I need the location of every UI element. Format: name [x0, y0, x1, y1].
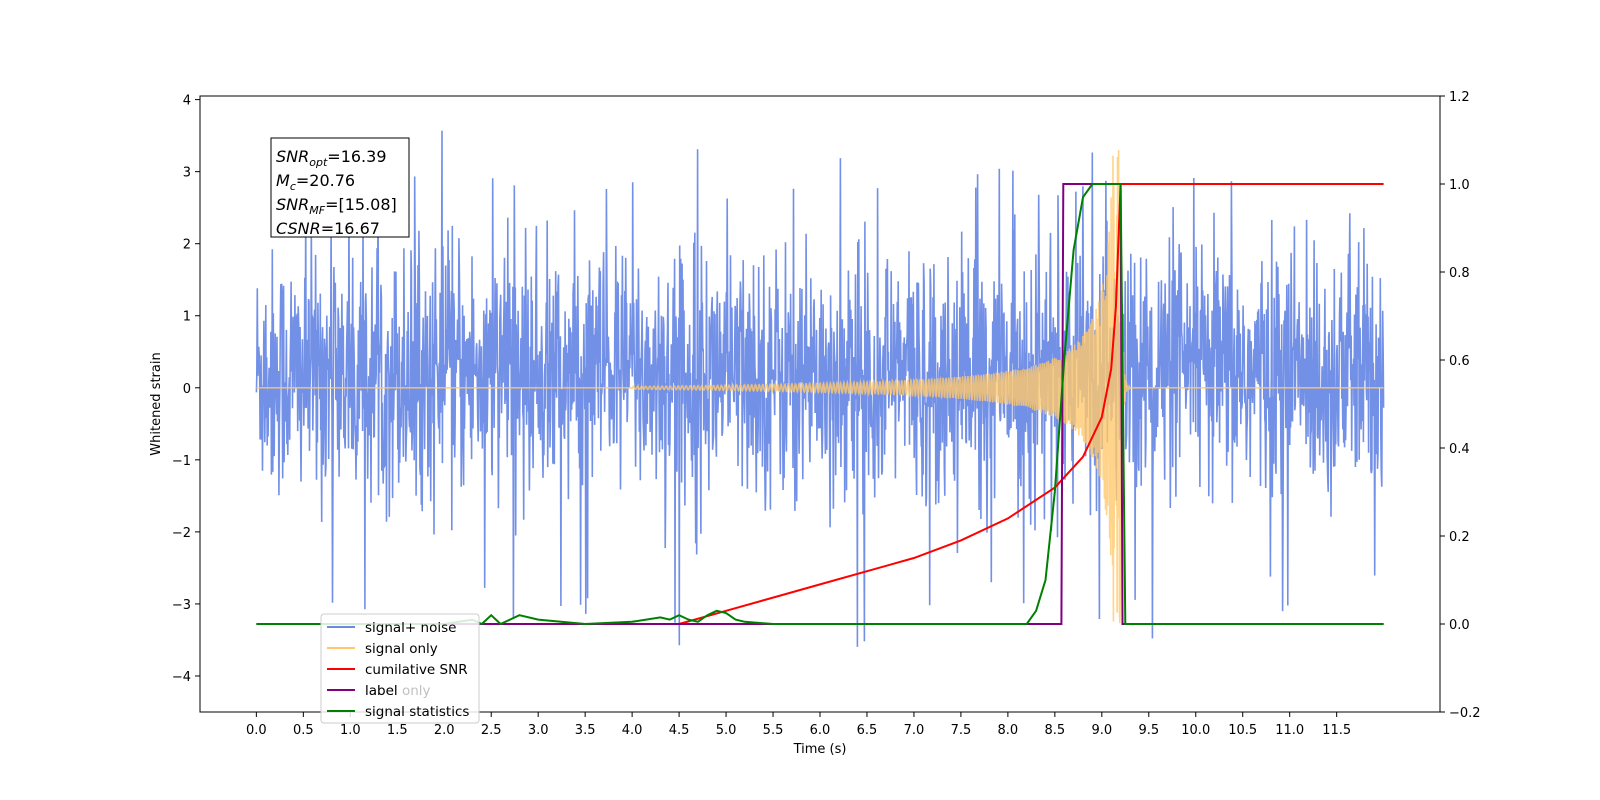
- legend-label: cumilative SNR: [365, 662, 468, 678]
- y-axis-label: Whitened strain: [149, 352, 164, 455]
- x-tick-label: 4.5: [669, 723, 690, 738]
- x-tick-label: 9.0: [1091, 723, 1112, 738]
- y-tick-label: 0: [183, 382, 191, 397]
- x-tick-label: 2.5: [481, 723, 502, 738]
- series-signal-only: [256, 150, 1384, 624]
- x-tick-label: 7.5: [951, 723, 972, 738]
- x-tick-label: 6.5: [857, 723, 878, 738]
- legend-label: signal+ noise: [365, 620, 456, 636]
- series-signal-only-line: [256, 150, 1384, 624]
- y-tick-label: 2: [183, 238, 191, 253]
- x-axis-label: Time (s): [793, 742, 847, 757]
- y2-tick-label: 0.0: [1449, 618, 1470, 633]
- series-lines: [256, 183, 1384, 626]
- annotation-frame: [270, 137, 410, 238]
- x-tick-label: 10.0: [1181, 723, 1210, 738]
- annotation-line: Mc=20.76: [276, 171, 355, 193]
- annotation-line: SNRopt=16.39: [276, 147, 387, 169]
- x-tick-label: 8.0: [998, 723, 1019, 738]
- x-tick-label: 4.0: [622, 723, 643, 738]
- x-tick-label: 0.0: [246, 723, 267, 738]
- y-tick-label: 4: [183, 94, 191, 109]
- y-tick-label: −4: [172, 670, 191, 685]
- y-tick-label: −1: [172, 454, 191, 469]
- legend-label: signal statistics: [365, 704, 469, 720]
- x-tick-label: 0.5: [293, 723, 314, 738]
- y-tick-label: 1: [183, 310, 191, 325]
- legend-label: label: [365, 683, 398, 699]
- y2-tick-label: 1.0: [1449, 178, 1470, 193]
- y-tick-label: −3: [172, 598, 191, 613]
- axes: 0.0 0.5 1.0 1.5 2.0 2.5 3.0 3.5 4.0 4.5 5.0 5.5 6.0 6…: [172, 90, 1481, 738]
- x-tick-label: 5.0: [716, 723, 737, 738]
- y2-tick-label: 0.8: [1449, 266, 1470, 281]
- x-tick-label: 2.0: [434, 723, 455, 738]
- x-tick-label: 1.0: [340, 723, 361, 738]
- x-tick-label: 3.0: [528, 723, 549, 738]
- legend-frame: [320, 613, 480, 724]
- y-tick-label: −2: [172, 526, 191, 541]
- x-tick-label: 11.0: [1275, 723, 1304, 738]
- series-signal-plus-noise: [255, 130, 1385, 647]
- legend-label: label only: [365, 683, 431, 699]
- x-tick-label: 9.5: [1138, 723, 1159, 738]
- x-tick-label: 3.5: [575, 723, 596, 738]
- y-tick-label: 3: [183, 166, 191, 181]
- y2-tick-label: 1.2: [1449, 90, 1470, 105]
- x-tick-label: 6.0: [810, 723, 831, 738]
- x-tick-label: 10.5: [1228, 723, 1257, 738]
- series-line-2: [678, 183, 1384, 625]
- x-tick-label: 1.5: [387, 723, 408, 738]
- y2-tick-label: −0.2: [1449, 706, 1481, 721]
- y2-tick-label: 0.2: [1449, 530, 1470, 545]
- x-tick-label: 7.0: [904, 723, 925, 738]
- y2-tick-label: 0.4: [1449, 442, 1470, 457]
- x-tick-label: 5.5: [763, 723, 784, 738]
- legend: signal+ noise signal only cumilative SNR la…: [320, 613, 480, 724]
- annotation-line: SNRMF=[15.08]: [276, 195, 397, 217]
- annotation-line: CSNR=16.67: [276, 219, 380, 238]
- x-tick-label: 11.5: [1322, 723, 1351, 738]
- y2-tick-label: 0.6: [1449, 354, 1470, 369]
- legend-label: signal only: [365, 641, 438, 657]
- x-tick-label: 8.5: [1045, 723, 1066, 738]
- series-line-5: [256, 183, 1384, 626]
- series-signal-plus-noise-line: [255, 130, 1385, 647]
